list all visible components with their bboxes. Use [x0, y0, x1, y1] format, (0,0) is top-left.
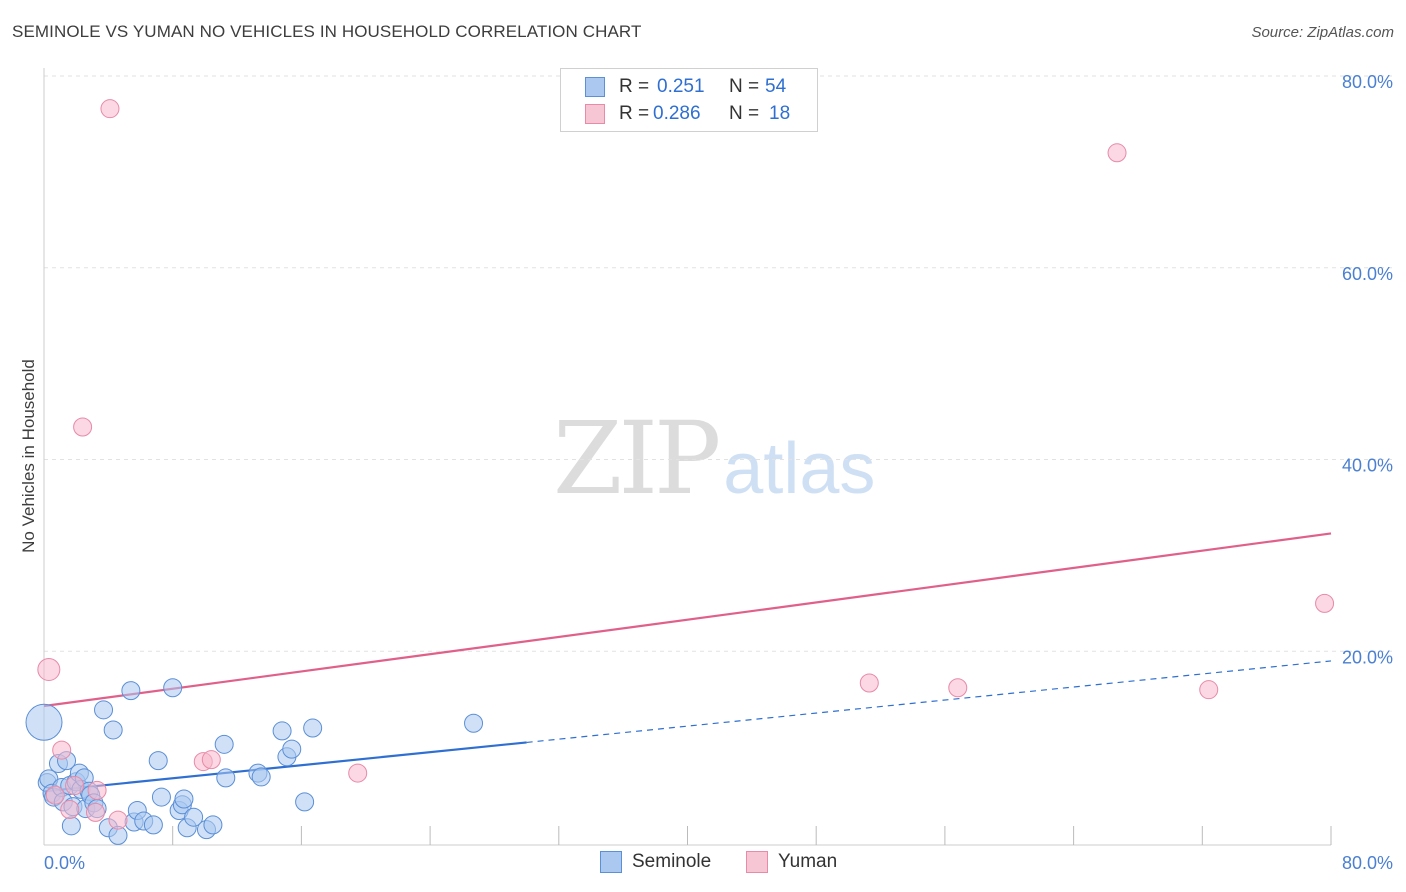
point-seminole	[464, 713, 484, 733]
legend-n-value: 18	[769, 103, 791, 124]
x-tick-label: 80.0%	[1342, 853, 1393, 873]
legend-swatch-seminole	[585, 77, 605, 97]
point-seminole	[94, 700, 114, 720]
point-seminole	[214, 734, 234, 754]
bottom-legend-label-seminole: Seminole	[632, 851, 712, 872]
point-seminole	[303, 718, 323, 738]
trend-line-seminole	[43, 741, 527, 793]
watermark: ZIPatlas	[553, 400, 875, 517]
point-seminole	[121, 681, 141, 701]
tick-labels: 20.0% 40.0% 60.0% 80.0% 0.0% 80.0%	[44, 72, 1393, 873]
point-seminole	[203, 815, 223, 835]
point-yuman	[1199, 680, 1219, 700]
point-yuman	[948, 678, 968, 698]
point-seminole	[272, 721, 292, 741]
bottom-legend-label-yuman: Yuman	[778, 851, 838, 872]
bottom-legend-swatch-seminole	[600, 851, 622, 873]
point-seminole	[143, 815, 163, 835]
y-axis-label: No Vehicles in Household	[19, 359, 38, 553]
point-yuman	[45, 785, 65, 805]
bottom-legend-yuman: Yuman	[746, 851, 837, 873]
point-seminole	[151, 787, 171, 807]
point-yuman	[87, 780, 107, 800]
legend-n-value: 54	[765, 76, 787, 97]
point-yuman	[65, 776, 85, 796]
point-yuman	[37, 658, 61, 682]
point-seminole	[184, 807, 204, 827]
y-tick-label: 60.0%	[1342, 264, 1393, 284]
trend-lines	[43, 532, 1332, 793]
legend-r-label: R =	[619, 103, 650, 124]
point-seminole	[174, 789, 194, 809]
watermark-atlas: atlas	[723, 429, 876, 509]
source-credit: Source: ZipAtlas.com	[1251, 24, 1394, 41]
point-yuman	[60, 800, 80, 820]
legend-n-label: N =	[729, 103, 760, 124]
bottom-legend-seminole: Seminole	[600, 851, 711, 873]
trend-line-yuman	[43, 532, 1332, 708]
legend-swatch-yuman	[585, 104, 605, 124]
watermark-zip: ZIP	[553, 400, 721, 517]
point-yuman	[348, 763, 368, 783]
point-yuman	[100, 99, 120, 119]
y-tick-label: 20.0%	[1342, 647, 1393, 667]
point-seminole	[282, 739, 302, 759]
point-yuman	[108, 810, 128, 830]
grid	[44, 75, 1392, 652]
data-points	[25, 99, 1335, 845]
point-seminole	[61, 816, 81, 836]
point-seminole	[251, 767, 271, 787]
legend-r-value: 0.286	[653, 103, 701, 124]
y-tick-label: 80.0%	[1342, 72, 1393, 92]
point-seminole	[216, 768, 236, 788]
point-seminole	[295, 792, 315, 812]
point-seminole	[103, 720, 123, 740]
legend: R = 0.251 N = 54 R = 0.286 N = 18	[560, 68, 818, 132]
point-yuman	[1107, 143, 1127, 163]
x-tick-label: 0.0%	[44, 853, 85, 873]
point-seminole	[163, 678, 183, 698]
point-yuman	[201, 750, 221, 770]
y-tick-label: 40.0%	[1342, 456, 1393, 476]
point-yuman	[1315, 593, 1335, 613]
point-seminole	[25, 703, 63, 741]
point-yuman	[85, 802, 105, 822]
axes	[43, 68, 1332, 846]
legend-n-label: N =	[729, 76, 760, 97]
point-yuman	[52, 740, 72, 760]
legend-r-value: 0.251	[657, 76, 705, 97]
chart-title: SEMINOLE VS YUMAN NO VEHICLES IN HOUSEHO…	[12, 22, 642, 41]
point-yuman	[73, 417, 93, 437]
trend-line-dashed-seminole	[526, 660, 1332, 744]
bottom-legend-swatch-yuman	[746, 851, 768, 873]
point-seminole	[148, 751, 168, 771]
point-yuman	[859, 673, 879, 693]
legend-r-label: R =	[619, 76, 650, 97]
